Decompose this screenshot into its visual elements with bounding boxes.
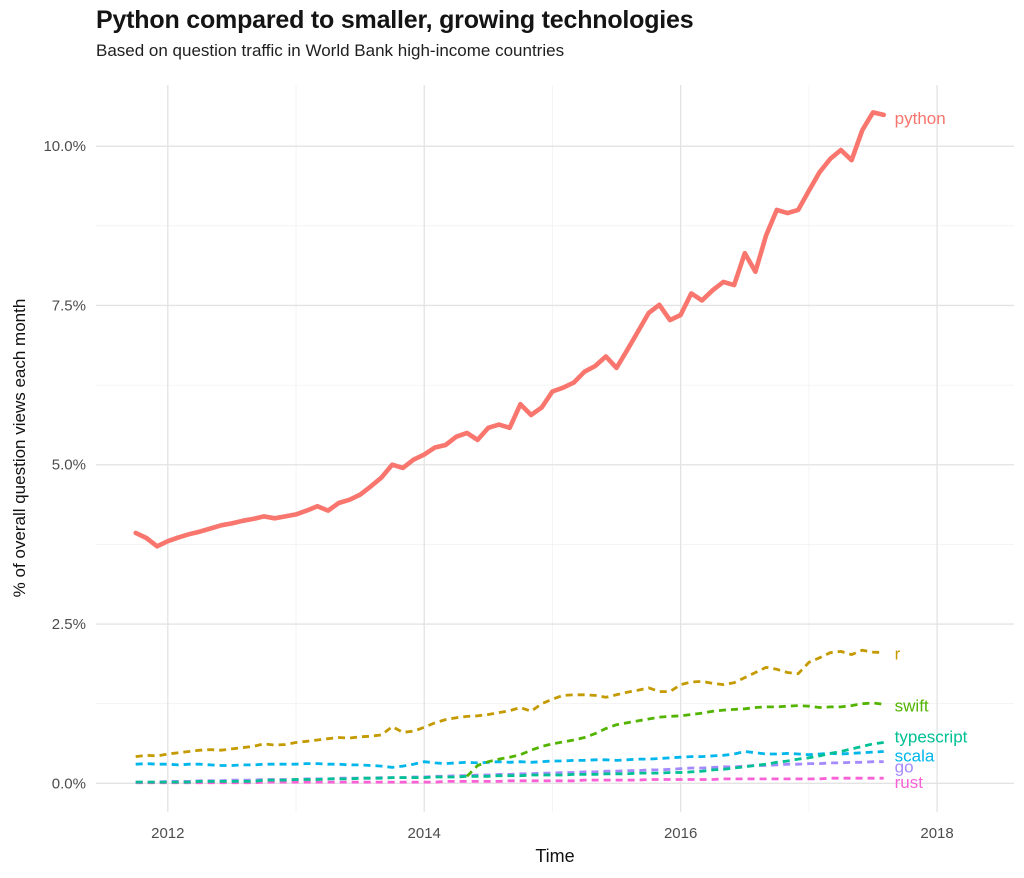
series-label-r: r (895, 645, 901, 664)
rust-line (135, 776, 884, 785)
chart-subtitle: Based on question traffic in World Bank … (96, 41, 565, 60)
x-tick-label: 2012 (151, 825, 184, 842)
swift-line (466, 701, 884, 778)
series-label-python: python (895, 109, 946, 128)
python-line (133, 110, 887, 549)
y-tick-label: 10.0% (43, 138, 86, 155)
y-tick-label: 2.5% (52, 616, 86, 633)
x-tick-label: 2016 (664, 825, 697, 842)
series-label-typescript: typescript (895, 728, 968, 747)
y-tick-label: 0.0% (52, 775, 86, 792)
typescript-line (135, 741, 884, 784)
x-axis-title: Time (535, 846, 575, 866)
series-label-rust: rust (895, 773, 924, 792)
chart-title: Python compared to smaller, growing tech… (96, 6, 694, 34)
series-label-swift: swift (895, 696, 929, 715)
y-tick-label: 7.5% (52, 297, 86, 314)
scala-line (135, 750, 884, 769)
series-label-scala: scala (895, 746, 935, 765)
series-label-go: go (895, 758, 914, 777)
y-tick-label: 5.0% (52, 457, 86, 474)
x-tick-label: 2014 (408, 825, 441, 842)
x-tick-label: 2018 (920, 825, 953, 842)
r-line (135, 648, 884, 758)
